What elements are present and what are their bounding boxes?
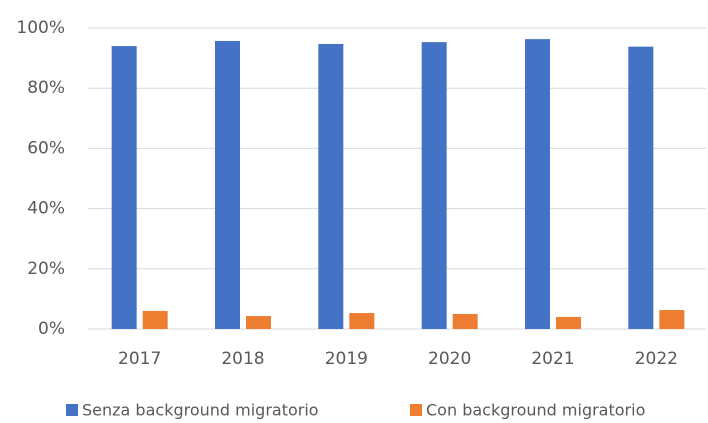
- y-tick-label: 20%: [27, 259, 65, 279]
- y-tick-label: 80%: [27, 78, 65, 98]
- legend-swatch: [410, 404, 422, 416]
- legend: Senza background migratorio Con backgroun…: [66, 401, 645, 420]
- y-tick-label: 100%: [16, 18, 65, 38]
- bar: [421, 42, 447, 329]
- bar: [318, 43, 344, 329]
- legend-label: Con background migratorio: [426, 401, 645, 420]
- x-tick-label: 2022: [635, 349, 678, 369]
- x-tick-label: 2018: [221, 349, 264, 369]
- y-tick-label: 40%: [27, 199, 65, 219]
- bar: [452, 313, 478, 329]
- bar: [349, 313, 375, 329]
- x-tick-label: 2021: [531, 349, 574, 369]
- x-tick-label: 2017: [118, 349, 161, 369]
- bar: [525, 39, 550, 330]
- legend-swatch: [66, 404, 78, 416]
- bar: [142, 310, 168, 329]
- legend-label: Senza background migratorio: [82, 401, 319, 420]
- bar: [556, 316, 581, 329]
- bar: [246, 316, 271, 329]
- y-tick-label: 0%: [38, 319, 65, 339]
- bar: [215, 40, 240, 330]
- bar: [628, 46, 654, 330]
- y-tick-label: 60%: [27, 138, 65, 158]
- x-tick-label: 2019: [325, 349, 368, 369]
- bar: [659, 310, 685, 329]
- x-tick-label: 2020: [428, 349, 471, 369]
- bar: [111, 46, 137, 330]
